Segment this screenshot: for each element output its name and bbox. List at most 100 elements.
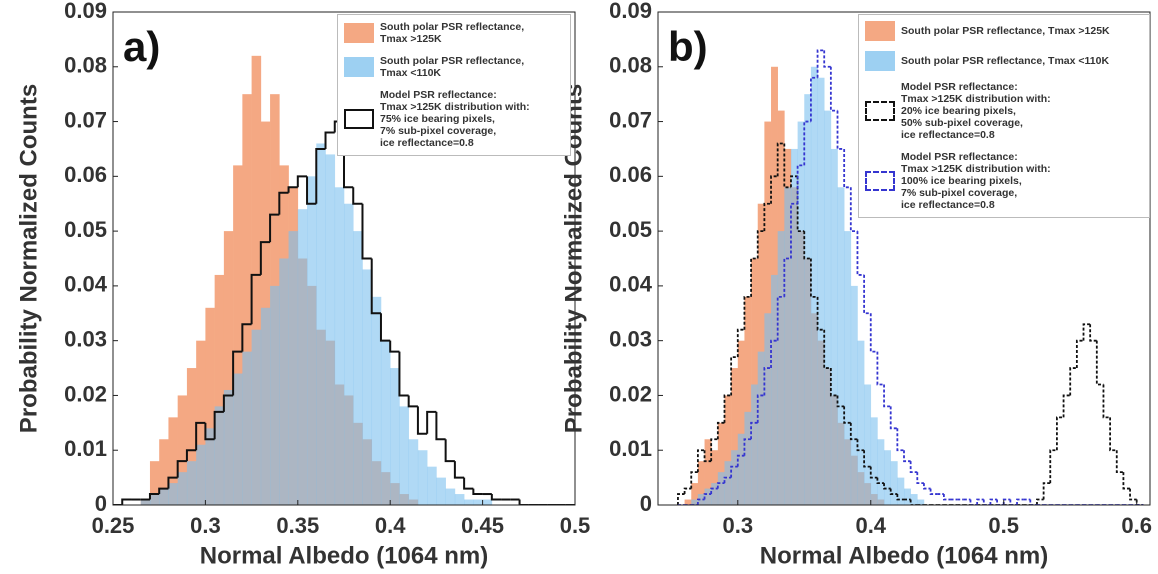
x-axis-label: Normal Albedo (1064 nm) xyxy=(760,542,1049,569)
legend-label: South polar PSR reflectance, Tmax <110K xyxy=(901,55,1110,67)
y-tick-label: 0.09 xyxy=(609,0,652,23)
legend-label: Model PSR reflectance: Tmax >125K distri… xyxy=(380,89,530,149)
plot-area xyxy=(113,55,575,505)
hist-bar xyxy=(417,450,428,505)
hist-step xyxy=(836,395,845,408)
hist-bar xyxy=(790,148,798,505)
hist-step xyxy=(690,471,698,489)
hist-bar xyxy=(242,351,252,505)
x-axis-label: Normal Albedo (1064 nm) xyxy=(200,542,489,569)
hist-step xyxy=(696,498,705,505)
y-tick-label: 0.09 xyxy=(64,0,107,23)
hist-bar xyxy=(711,483,719,505)
hist-bar xyxy=(724,395,732,505)
x-tick-label: 0.6 xyxy=(1121,513,1152,538)
hist-step xyxy=(770,175,778,204)
hist-step xyxy=(823,50,831,68)
hist-bar xyxy=(408,439,419,505)
hist-step xyxy=(849,187,858,233)
hist-step xyxy=(730,465,738,478)
hist-step xyxy=(710,487,718,495)
hist-bar xyxy=(159,488,169,505)
y-tick-label: 0.01 xyxy=(64,436,107,461)
hist-step xyxy=(736,328,745,358)
hist-bar xyxy=(864,384,872,505)
hist-bar xyxy=(307,176,317,505)
hist-step xyxy=(259,241,271,275)
hist-step xyxy=(324,131,335,149)
hist-step xyxy=(869,313,878,353)
hist-bar xyxy=(751,258,759,505)
hist-step xyxy=(379,313,391,342)
legend-label: South polar PSR reflectance, Tmax <110K xyxy=(380,55,525,79)
hist-bar xyxy=(824,110,832,505)
hist-step xyxy=(463,477,474,490)
hist-bar xyxy=(810,66,818,505)
hist-bar xyxy=(436,477,446,505)
hist-bar xyxy=(251,55,262,505)
hist-bar xyxy=(744,296,752,505)
hist-step xyxy=(1062,394,1071,418)
hist-bar xyxy=(857,340,865,505)
hist-bar xyxy=(737,340,745,505)
hist-bar xyxy=(344,203,354,505)
panel-label: b) xyxy=(668,23,708,70)
hist-step xyxy=(472,488,483,496)
legend-entry: Model PSR reflectance: Tmax >125K distri… xyxy=(865,81,1143,141)
hist-step xyxy=(790,175,798,188)
hist-step xyxy=(863,274,871,315)
legend-swatch xyxy=(865,21,895,41)
hist-bar xyxy=(270,285,280,505)
hist-bar xyxy=(260,307,271,505)
hist-bar xyxy=(288,231,299,505)
hist-bar xyxy=(870,417,878,505)
hist-step xyxy=(1129,488,1137,501)
plot-area xyxy=(677,49,1144,505)
hist-bar xyxy=(140,499,151,505)
hist-step xyxy=(426,410,437,434)
hist-step xyxy=(677,493,685,505)
hist-step xyxy=(398,351,409,397)
hist-step xyxy=(743,438,752,456)
x-tick-label: 0.5 xyxy=(560,513,591,538)
legend-label: South polar PSR reflectance, Tmax >125K xyxy=(901,25,1110,37)
hist-step xyxy=(856,439,865,452)
hist-bar xyxy=(884,450,892,505)
hist-step xyxy=(269,213,280,243)
hist-bar xyxy=(804,94,812,505)
hist-step xyxy=(176,460,187,478)
hist-step xyxy=(863,450,871,468)
hist-bar xyxy=(771,274,778,505)
hist-step xyxy=(942,494,951,501)
hist-step xyxy=(750,257,758,297)
hist-step xyxy=(315,147,326,204)
hist-bar xyxy=(844,231,852,505)
hist-bar xyxy=(454,494,465,505)
hist-bar xyxy=(691,483,699,505)
hist-step xyxy=(836,110,845,150)
hist-step xyxy=(909,499,918,505)
hist-step xyxy=(1056,416,1064,451)
hist-step xyxy=(716,421,725,440)
legend-label: South polar PSR reflectance, Tmax >125K xyxy=(380,21,525,45)
hist-step xyxy=(241,323,252,352)
hist-step xyxy=(296,175,308,188)
hist-step xyxy=(776,142,785,177)
y-tick-label: 0.02 xyxy=(64,381,107,406)
hist-step xyxy=(716,482,725,489)
hist-step xyxy=(909,461,918,474)
hist-step xyxy=(1122,472,1131,490)
hist-step xyxy=(444,439,455,463)
hist-step xyxy=(1095,340,1104,386)
hist-bar xyxy=(784,187,792,505)
hist-step xyxy=(703,493,712,500)
y-tick-label: 0.01 xyxy=(609,436,652,461)
panel-label: a) xyxy=(123,23,160,70)
hist-bar xyxy=(279,258,289,505)
hist-bar xyxy=(777,231,785,505)
legend: South polar PSR reflectance, Tmax >125K S… xyxy=(858,14,1150,218)
y-tick-label: 0.03 xyxy=(609,326,652,351)
y-tick-label: 0.04 xyxy=(64,272,108,297)
hist-step xyxy=(250,273,261,325)
x-tick-label: 0.25 xyxy=(92,513,135,538)
